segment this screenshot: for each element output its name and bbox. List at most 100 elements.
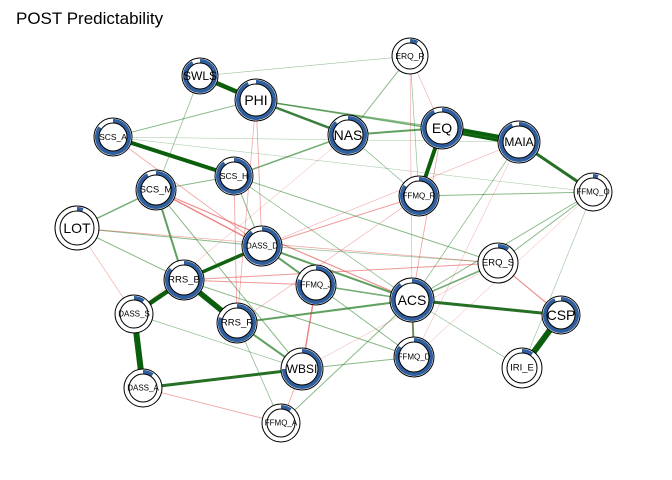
- node-inner-circle: [168, 264, 200, 296]
- predictability-arc: [329, 116, 367, 154]
- edge-scs-h-acs: [233, 175, 413, 301]
- node-nas: NAS: [327, 114, 369, 156]
- predictability-arc: [243, 227, 281, 265]
- node-label: DASS_A: [127, 384, 159, 393]
- node-inner-circle: [403, 180, 435, 212]
- predictability-arc: [395, 338, 433, 376]
- edge-dass-a-wbsi: [142, 367, 303, 390]
- edge-ffmq-a-acs: [280, 299, 413, 424]
- node-ffmq-r: FFMQ_R: [398, 175, 440, 217]
- node-label: PHI: [244, 92, 267, 108]
- predictability-arc: [497, 244, 510, 251]
- node-dass-a: DASS_A: [123, 368, 163, 408]
- node-label: IRI_E: [510, 363, 534, 374]
- node-label: EQ: [432, 120, 452, 136]
- node-inner-circle: [285, 352, 319, 386]
- node-dass-d: DASS_D: [241, 225, 283, 267]
- node-inner-circle: [266, 408, 296, 438]
- edge-rrs-b-erq-s: [183, 262, 499, 281]
- edge-rrs-b-ffmq-j: [183, 279, 317, 286]
- node-label: RRS_R: [221, 318, 253, 329]
- node-inner-circle: [300, 269, 332, 301]
- node-inner-circle: [546, 300, 576, 330]
- predictability-arc: [183, 59, 217, 93]
- predictability-arc: [137, 171, 175, 209]
- edge-scs-a-phi: [112, 99, 257, 138]
- edge-lot-dass-d: [76, 227, 263, 247]
- node-label: ERQ_R: [395, 51, 424, 61]
- node-csp: CSP: [541, 295, 581, 335]
- edge-ffmq-r-rrs-r: [236, 195, 420, 324]
- diagram-title: POST Predictability: [16, 9, 164, 28]
- edge-rrs-b-ffmq-d: [183, 279, 415, 358]
- node-rrs-r: RRS_R: [216, 302, 258, 344]
- edge-maia-ffmq-d: [413, 141, 520, 358]
- edge-scs-a-ffmq-o: [112, 136, 594, 193]
- predictability-arc: [543, 297, 579, 333]
- node-iri-e: IRI_E: [501, 347, 543, 389]
- node-maia: MAIA: [497, 120, 541, 164]
- node-phi: PHI: [234, 78, 278, 122]
- node-label: RRS_B: [168, 275, 200, 286]
- node-wbsi: WBSI: [280, 347, 324, 391]
- node-inner-circle: [59, 210, 95, 246]
- node-label: ACS: [398, 292, 427, 308]
- node-inner-circle: [396, 42, 424, 70]
- predictability-arc: [133, 296, 145, 303]
- node-ffmq-a: FFMQ_A: [261, 403, 301, 443]
- edge-dass-d-erq-s: [261, 245, 499, 264]
- edge-phi-dass-d: [255, 99, 263, 247]
- node-inner-circle: [482, 247, 514, 279]
- predictability-arc: [592, 174, 599, 179]
- predictability-arc: [400, 177, 438, 215]
- predictability-arc: [297, 266, 335, 304]
- node-inner-circle: [186, 62, 214, 90]
- predictability-arc: [142, 370, 154, 377]
- predictability-arc: [216, 158, 252, 194]
- edge-dass-d-acs: [261, 245, 413, 301]
- predictability-arc: [391, 279, 433, 321]
- node-inner-circle: [332, 119, 364, 151]
- node-acs: ACS: [389, 277, 435, 323]
- edge-ffmq-r-ffmq-o: [418, 191, 594, 197]
- node-label: FFMQ_R: [403, 192, 436, 201]
- edge-iri-e-ffmq-o: [521, 191, 594, 369]
- edge-lot-erq-s: [76, 227, 499, 264]
- node-label: SCS_H: [220, 171, 248, 181]
- node-inner-circle: [219, 161, 249, 191]
- edge-scs-m-acs: [155, 189, 413, 301]
- edge-rrs-r-acs: [236, 299, 413, 324]
- edge-scs-a-dass-d: [112, 136, 263, 247]
- node-ffmq-d: FFMQ_D: [393, 336, 435, 378]
- node-inner-circle: [394, 282, 430, 318]
- node-inner-circle: [506, 352, 538, 384]
- predictability-arc: [165, 261, 203, 299]
- edge-ffmq-r-dass-d: [261, 195, 420, 247]
- predictability-arc: [409, 39, 419, 45]
- edge-erq-r-ffmq-r: [409, 55, 420, 197]
- node-inner-circle: [425, 111, 459, 145]
- node-label: FFMQ_J: [300, 281, 331, 290]
- node-label: NAS: [334, 127, 363, 143]
- node-swls: SWLS: [181, 57, 219, 95]
- predictability-arc: [422, 108, 462, 148]
- node-erq-s: ERQ_S: [477, 242, 519, 284]
- predictability-arc: [521, 349, 534, 356]
- node-scs-a: SCS_A: [93, 117, 133, 157]
- node-erq-r: ERQ_R: [391, 37, 429, 75]
- predictability-arc: [236, 80, 276, 120]
- node-inner-circle: [128, 373, 158, 403]
- edge-phi-rrs-r: [236, 99, 257, 324]
- predictability-arc: [95, 119, 131, 155]
- node-lot: LOT: [54, 205, 100, 251]
- node-label: SWLS: [183, 69, 217, 83]
- node-inner-circle: [98, 122, 128, 152]
- node-label: FFMQ_O: [576, 188, 609, 197]
- node-label: CSP: [547, 307, 576, 323]
- node-ffmq-o: FFMQ_O: [573, 172, 613, 212]
- predictability-arc: [499, 122, 539, 162]
- edge-scs-a-scs-h: [112, 135, 235, 178]
- node-inner-circle: [119, 299, 149, 329]
